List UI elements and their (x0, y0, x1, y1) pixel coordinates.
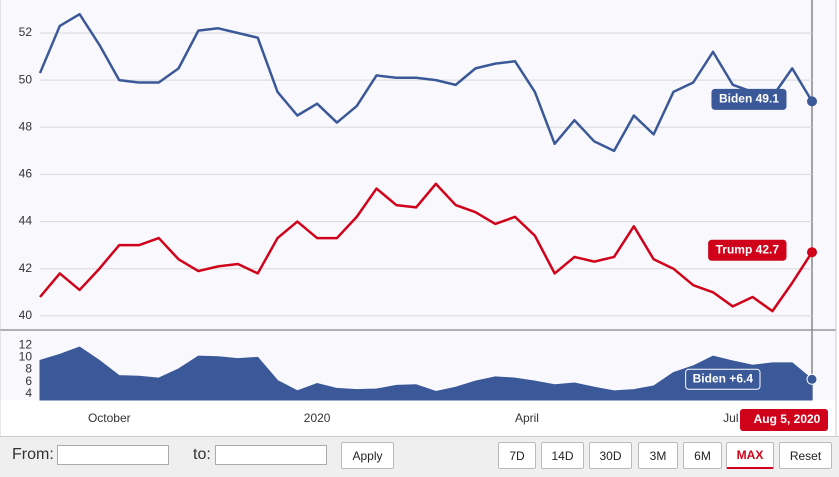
end-dot (807, 96, 817, 107)
range-button[interactable]: MAX (726, 442, 774, 469)
y-tick-label: 44 (19, 214, 33, 228)
x-tick-label: Jul (723, 411, 738, 425)
y-tick-label: 50 (19, 72, 33, 86)
x-tick-label: April (515, 411, 539, 425)
value-label: Trump 42.7 (716, 242, 780, 256)
range-button[interactable]: 6M (683, 442, 722, 469)
from-label: From: (12, 446, 54, 463)
value-label-box (685, 368, 761, 390)
series-line (39, 182, 814, 313)
to-label: to: (193, 446, 211, 463)
range-button[interactable]: 3M (638, 442, 678, 469)
x-tick-label: 2020 (304, 411, 331, 425)
value-label-box (711, 88, 787, 110)
y-tick-label: 4 (25, 386, 32, 400)
date-label: Aug 5, 2020 (754, 412, 821, 426)
spread-area (39, 346, 813, 401)
from-input[interactable] (57, 445, 169, 465)
y-tick-label: 40 (19, 308, 33, 322)
x-tick-label: October (88, 411, 131, 425)
end-dot (806, 373, 818, 385)
plot-background (0, 0, 836, 400)
series-line (38, 12, 814, 153)
range-button[interactable]: 7D (498, 442, 536, 469)
y-tick-label: 10 (19, 350, 33, 364)
value-label-box (708, 239, 787, 261)
range-button[interactable]: 14D (541, 442, 584, 469)
y-tick-label: 48 (19, 119, 33, 133)
y-tick-label: 12 (19, 337, 33, 351)
apply-button[interactable]: Apply (341, 442, 394, 469)
end-dot (807, 247, 817, 258)
toolbar: From: to: Apply 7D 14D 30D 3M 6M MAX Reset (0, 436, 839, 477)
y-tick-label: 46 (19, 167, 33, 181)
date-label-box (740, 409, 828, 431)
y-tick-label: 8 (25, 362, 32, 376)
value-label: Biden +6.4 (693, 371, 754, 385)
y-tick-label: 52 (19, 25, 33, 39)
y-tick-label: 6 (25, 374, 32, 388)
to-input[interactable] (215, 445, 327, 465)
value-label: Biden 49.1 (719, 92, 779, 106)
range-button[interactable]: 30D (589, 442, 632, 469)
y-tick-label: 42 (19, 261, 33, 275)
reset-button[interactable]: Reset (779, 442, 832, 469)
